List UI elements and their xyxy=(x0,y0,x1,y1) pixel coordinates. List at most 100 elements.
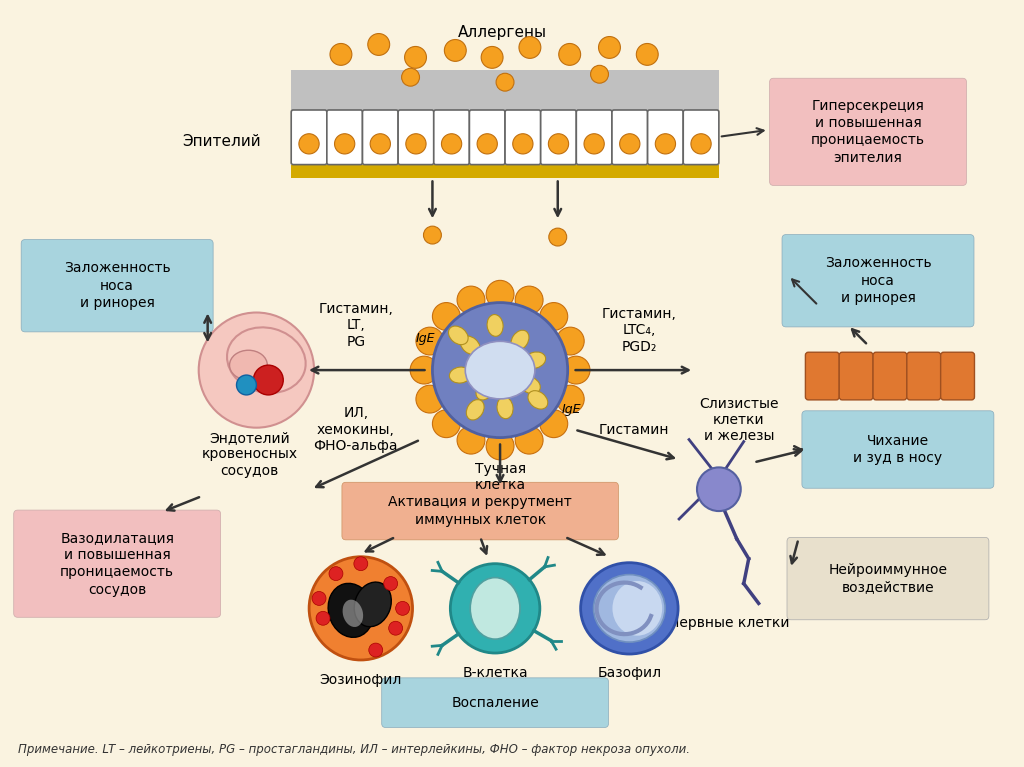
Circle shape xyxy=(389,621,402,635)
Circle shape xyxy=(584,133,604,154)
Text: IgE: IgE xyxy=(416,332,435,345)
Circle shape xyxy=(620,133,640,154)
FancyBboxPatch shape xyxy=(907,352,941,400)
Circle shape xyxy=(424,226,441,244)
FancyBboxPatch shape xyxy=(342,482,618,540)
Ellipse shape xyxy=(528,390,548,409)
FancyBboxPatch shape xyxy=(398,110,434,165)
Circle shape xyxy=(395,601,410,615)
Circle shape xyxy=(515,286,543,314)
Circle shape xyxy=(549,133,568,154)
Circle shape xyxy=(556,328,584,355)
Bar xyxy=(291,71,719,110)
Ellipse shape xyxy=(354,582,391,627)
Ellipse shape xyxy=(343,600,364,627)
Ellipse shape xyxy=(227,328,306,393)
Ellipse shape xyxy=(466,400,484,420)
Text: Гистамин,
LTC₄,
PGD₂: Гистамин, LTC₄, PGD₂ xyxy=(602,308,677,354)
FancyBboxPatch shape xyxy=(382,678,608,727)
Circle shape xyxy=(370,133,390,154)
Text: Гистамин,
LT,
PG: Гистамин, LT, PG xyxy=(318,302,393,349)
FancyBboxPatch shape xyxy=(873,352,907,400)
Text: Нервные клетки: Нервные клетки xyxy=(669,616,790,630)
FancyBboxPatch shape xyxy=(840,352,873,400)
Circle shape xyxy=(354,557,368,571)
Circle shape xyxy=(598,37,621,58)
Circle shape xyxy=(562,356,590,384)
Circle shape xyxy=(559,44,581,65)
Circle shape xyxy=(237,375,256,395)
Circle shape xyxy=(416,328,443,355)
Ellipse shape xyxy=(465,341,535,399)
FancyBboxPatch shape xyxy=(612,110,647,165)
Ellipse shape xyxy=(581,563,678,654)
Text: ИЛ,
хемокины,
ФНО-альфа: ИЛ, хемокины, ФНО-альфа xyxy=(313,407,398,453)
Text: Нейроиммунное
воздействие: Нейроиммунное воздействие xyxy=(828,563,947,594)
Circle shape xyxy=(556,385,584,413)
Text: Заложенность
носа
и ринорея: Заложенность носа и ринорея xyxy=(824,256,931,305)
Circle shape xyxy=(411,356,438,384)
Text: Эндотелий
кровеносных
сосудов: Эндотелий кровеносных сосудов xyxy=(202,431,298,478)
Text: Гистамин: Гистамин xyxy=(599,423,670,436)
Circle shape xyxy=(697,467,740,511)
Circle shape xyxy=(299,133,319,154)
Circle shape xyxy=(330,44,352,65)
Circle shape xyxy=(655,133,676,154)
Text: Воспаление: Воспаление xyxy=(452,696,539,709)
Circle shape xyxy=(401,68,420,86)
Bar xyxy=(291,165,719,179)
FancyBboxPatch shape xyxy=(647,110,683,165)
Ellipse shape xyxy=(461,336,480,354)
FancyBboxPatch shape xyxy=(291,110,327,165)
Ellipse shape xyxy=(594,574,666,642)
Text: Тучная
клетка: Тучная клетка xyxy=(474,463,525,492)
FancyBboxPatch shape xyxy=(541,110,577,165)
Circle shape xyxy=(486,432,514,460)
Circle shape xyxy=(540,410,567,438)
Text: Аллергены: Аллергены xyxy=(458,25,547,40)
Ellipse shape xyxy=(450,367,471,383)
Text: В-клетка: В-клетка xyxy=(462,666,528,680)
Circle shape xyxy=(513,133,532,154)
Circle shape xyxy=(416,385,443,413)
Ellipse shape xyxy=(524,352,546,368)
FancyBboxPatch shape xyxy=(787,538,989,620)
Text: IgE: IgE xyxy=(562,403,582,416)
FancyBboxPatch shape xyxy=(802,411,994,489)
Text: Базофил: Базофил xyxy=(597,666,662,680)
FancyBboxPatch shape xyxy=(782,235,974,327)
Circle shape xyxy=(496,74,514,91)
FancyBboxPatch shape xyxy=(13,510,220,617)
Ellipse shape xyxy=(497,397,513,419)
Text: Эпителий: Эпителий xyxy=(182,134,261,150)
Circle shape xyxy=(432,302,460,331)
Circle shape xyxy=(369,643,383,657)
Circle shape xyxy=(481,47,503,68)
Circle shape xyxy=(312,591,326,605)
Circle shape xyxy=(432,303,567,438)
Text: Гиперсекреция
и повышенная
проницаемость
эпителия: Гиперсекреция и повышенная проницаемость… xyxy=(811,99,925,165)
FancyBboxPatch shape xyxy=(683,110,719,165)
Ellipse shape xyxy=(449,326,468,344)
Text: Чихание
и зуд в носу: Чихание и зуд в носу xyxy=(853,434,942,465)
Ellipse shape xyxy=(487,314,503,336)
Circle shape xyxy=(540,302,567,331)
Ellipse shape xyxy=(500,367,520,384)
FancyBboxPatch shape xyxy=(434,110,469,165)
Circle shape xyxy=(486,281,514,308)
Circle shape xyxy=(368,34,390,55)
Circle shape xyxy=(316,611,330,625)
Circle shape xyxy=(432,410,460,438)
Circle shape xyxy=(441,133,462,154)
FancyBboxPatch shape xyxy=(469,110,505,165)
Text: Вазодилатация
и повышенная
проницаемость
сосудов: Вазодилатация и повышенная проницаемость… xyxy=(60,531,174,597)
Ellipse shape xyxy=(470,578,520,639)
Circle shape xyxy=(335,133,354,154)
Circle shape xyxy=(519,37,541,58)
Text: Слизистые
клетки
и железы: Слизистые клетки и железы xyxy=(699,397,778,443)
Circle shape xyxy=(309,557,413,660)
Ellipse shape xyxy=(519,377,541,393)
FancyBboxPatch shape xyxy=(505,110,541,165)
Circle shape xyxy=(591,65,608,83)
Circle shape xyxy=(457,286,485,314)
